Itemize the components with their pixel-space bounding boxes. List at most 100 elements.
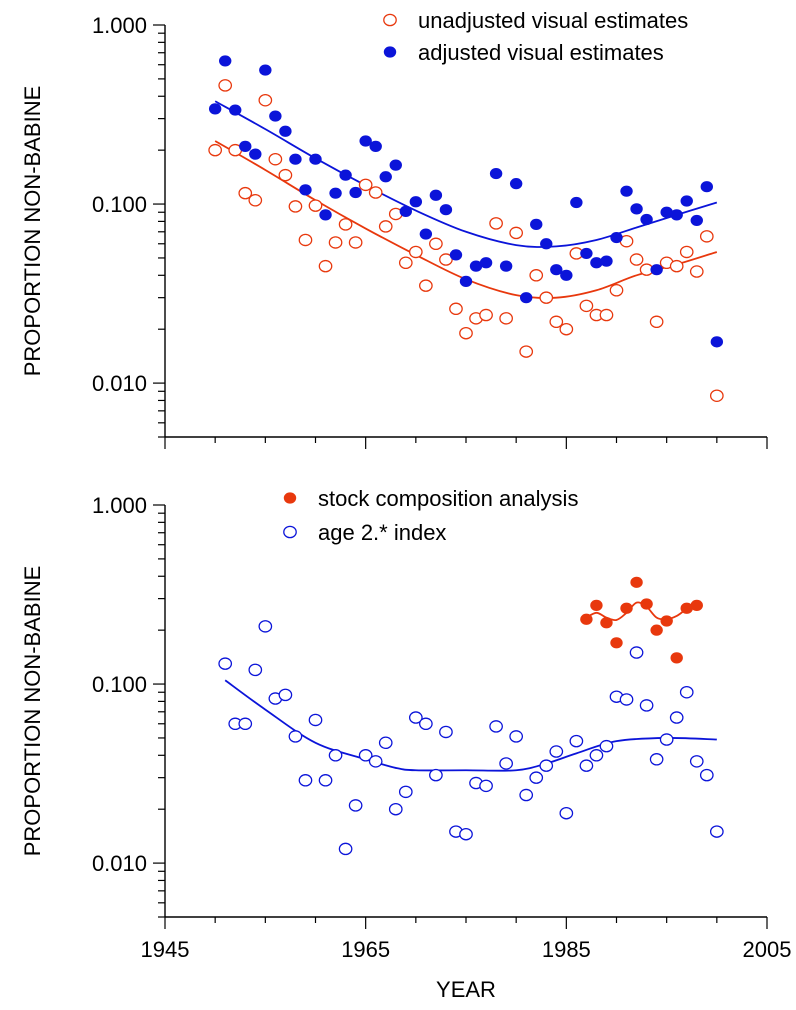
data-point — [519, 788, 534, 802]
data-point — [660, 615, 673, 627]
data-point — [700, 181, 713, 193]
legend-label: age 2.* index — [318, 520, 446, 545]
data-point — [259, 64, 272, 76]
data-point — [449, 249, 463, 261]
data-point — [650, 624, 663, 636]
data-point — [409, 196, 423, 208]
data-point — [610, 637, 623, 649]
data-point — [429, 189, 443, 201]
data-point — [629, 253, 644, 266]
data-point — [569, 734, 584, 748]
data-point — [479, 779, 493, 793]
data-point — [288, 730, 303, 743]
x-tick-label: 1985 — [542, 937, 591, 962]
data-point — [229, 104, 242, 116]
data-point — [519, 345, 534, 358]
data-point — [348, 799, 363, 812]
data-point — [349, 186, 362, 199]
data-point — [419, 228, 433, 240]
data-point — [278, 688, 293, 702]
data-point — [399, 205, 412, 217]
legend-label: stock composition analysis — [318, 486, 578, 511]
data-point — [589, 749, 604, 762]
data-point — [579, 759, 594, 772]
data-point — [630, 203, 643, 215]
data-point — [499, 260, 513, 272]
data-point — [680, 195, 693, 207]
data-point — [249, 148, 262, 160]
y-tick-label: 0.100 — [92, 192, 147, 217]
legend-marker — [283, 492, 297, 504]
data-point — [689, 755, 704, 768]
data-point — [318, 774, 333, 787]
data-point — [690, 214, 703, 227]
data-point — [560, 269, 573, 281]
data-point — [649, 753, 664, 766]
data-point — [650, 264, 663, 276]
data-point — [709, 389, 724, 402]
data-point — [679, 685, 694, 699]
data-point — [218, 657, 233, 670]
data-point — [429, 768, 443, 782]
data-point — [388, 802, 403, 816]
data-point — [398, 785, 413, 799]
data-point — [710, 336, 724, 348]
trend-line — [214, 140, 718, 299]
data-point — [539, 759, 554, 772]
data-point — [549, 745, 564, 758]
data-point — [579, 299, 594, 313]
data-point — [439, 204, 453, 216]
data-point — [669, 259, 684, 273]
x-tick-label: 1965 — [341, 937, 390, 962]
data-point — [389, 159, 402, 171]
data-point — [689, 265, 704, 278]
data-point — [218, 79, 233, 92]
data-point — [358, 178, 373, 192]
data-point — [299, 184, 312, 196]
data-point — [520, 292, 533, 304]
data-point — [378, 220, 393, 233]
y-tick-label: 1.000 — [92, 493, 147, 518]
data-point — [550, 264, 563, 276]
data-point — [609, 284, 624, 297]
data-point — [509, 178, 523, 190]
data-point — [369, 140, 382, 152]
data-point — [318, 259, 333, 273]
data-point — [559, 806, 574, 820]
data-point — [268, 152, 283, 166]
data-point — [279, 125, 292, 137]
data-point — [298, 233, 313, 247]
data-point — [469, 260, 483, 272]
data-point — [679, 245, 694, 259]
data-point — [329, 187, 342, 199]
data-point — [258, 93, 273, 107]
data-point — [620, 602, 633, 614]
data-point — [419, 717, 433, 731]
data-point — [308, 713, 323, 727]
data-point — [509, 730, 524, 743]
data-point — [419, 279, 433, 292]
data-point — [368, 755, 383, 768]
data-point — [570, 196, 583, 209]
data-point — [289, 153, 302, 165]
data-point — [298, 774, 313, 787]
data-point — [408, 711, 423, 724]
data-point — [348, 236, 363, 249]
data-point — [529, 771, 544, 784]
data-point — [629, 646, 644, 659]
data-point — [359, 135, 372, 147]
data-point — [208, 103, 222, 115]
data-point — [509, 226, 524, 240]
data-point — [540, 238, 553, 250]
data-point — [659, 733, 674, 746]
data-point — [549, 315, 564, 329]
data-point — [379, 171, 392, 183]
data-point — [640, 213, 653, 226]
data-point — [319, 209, 332, 221]
data-point — [660, 206, 673, 218]
data-point — [499, 757, 513, 770]
data-point — [238, 717, 253, 731]
data-point — [620, 185, 633, 197]
data-point — [328, 236, 343, 249]
